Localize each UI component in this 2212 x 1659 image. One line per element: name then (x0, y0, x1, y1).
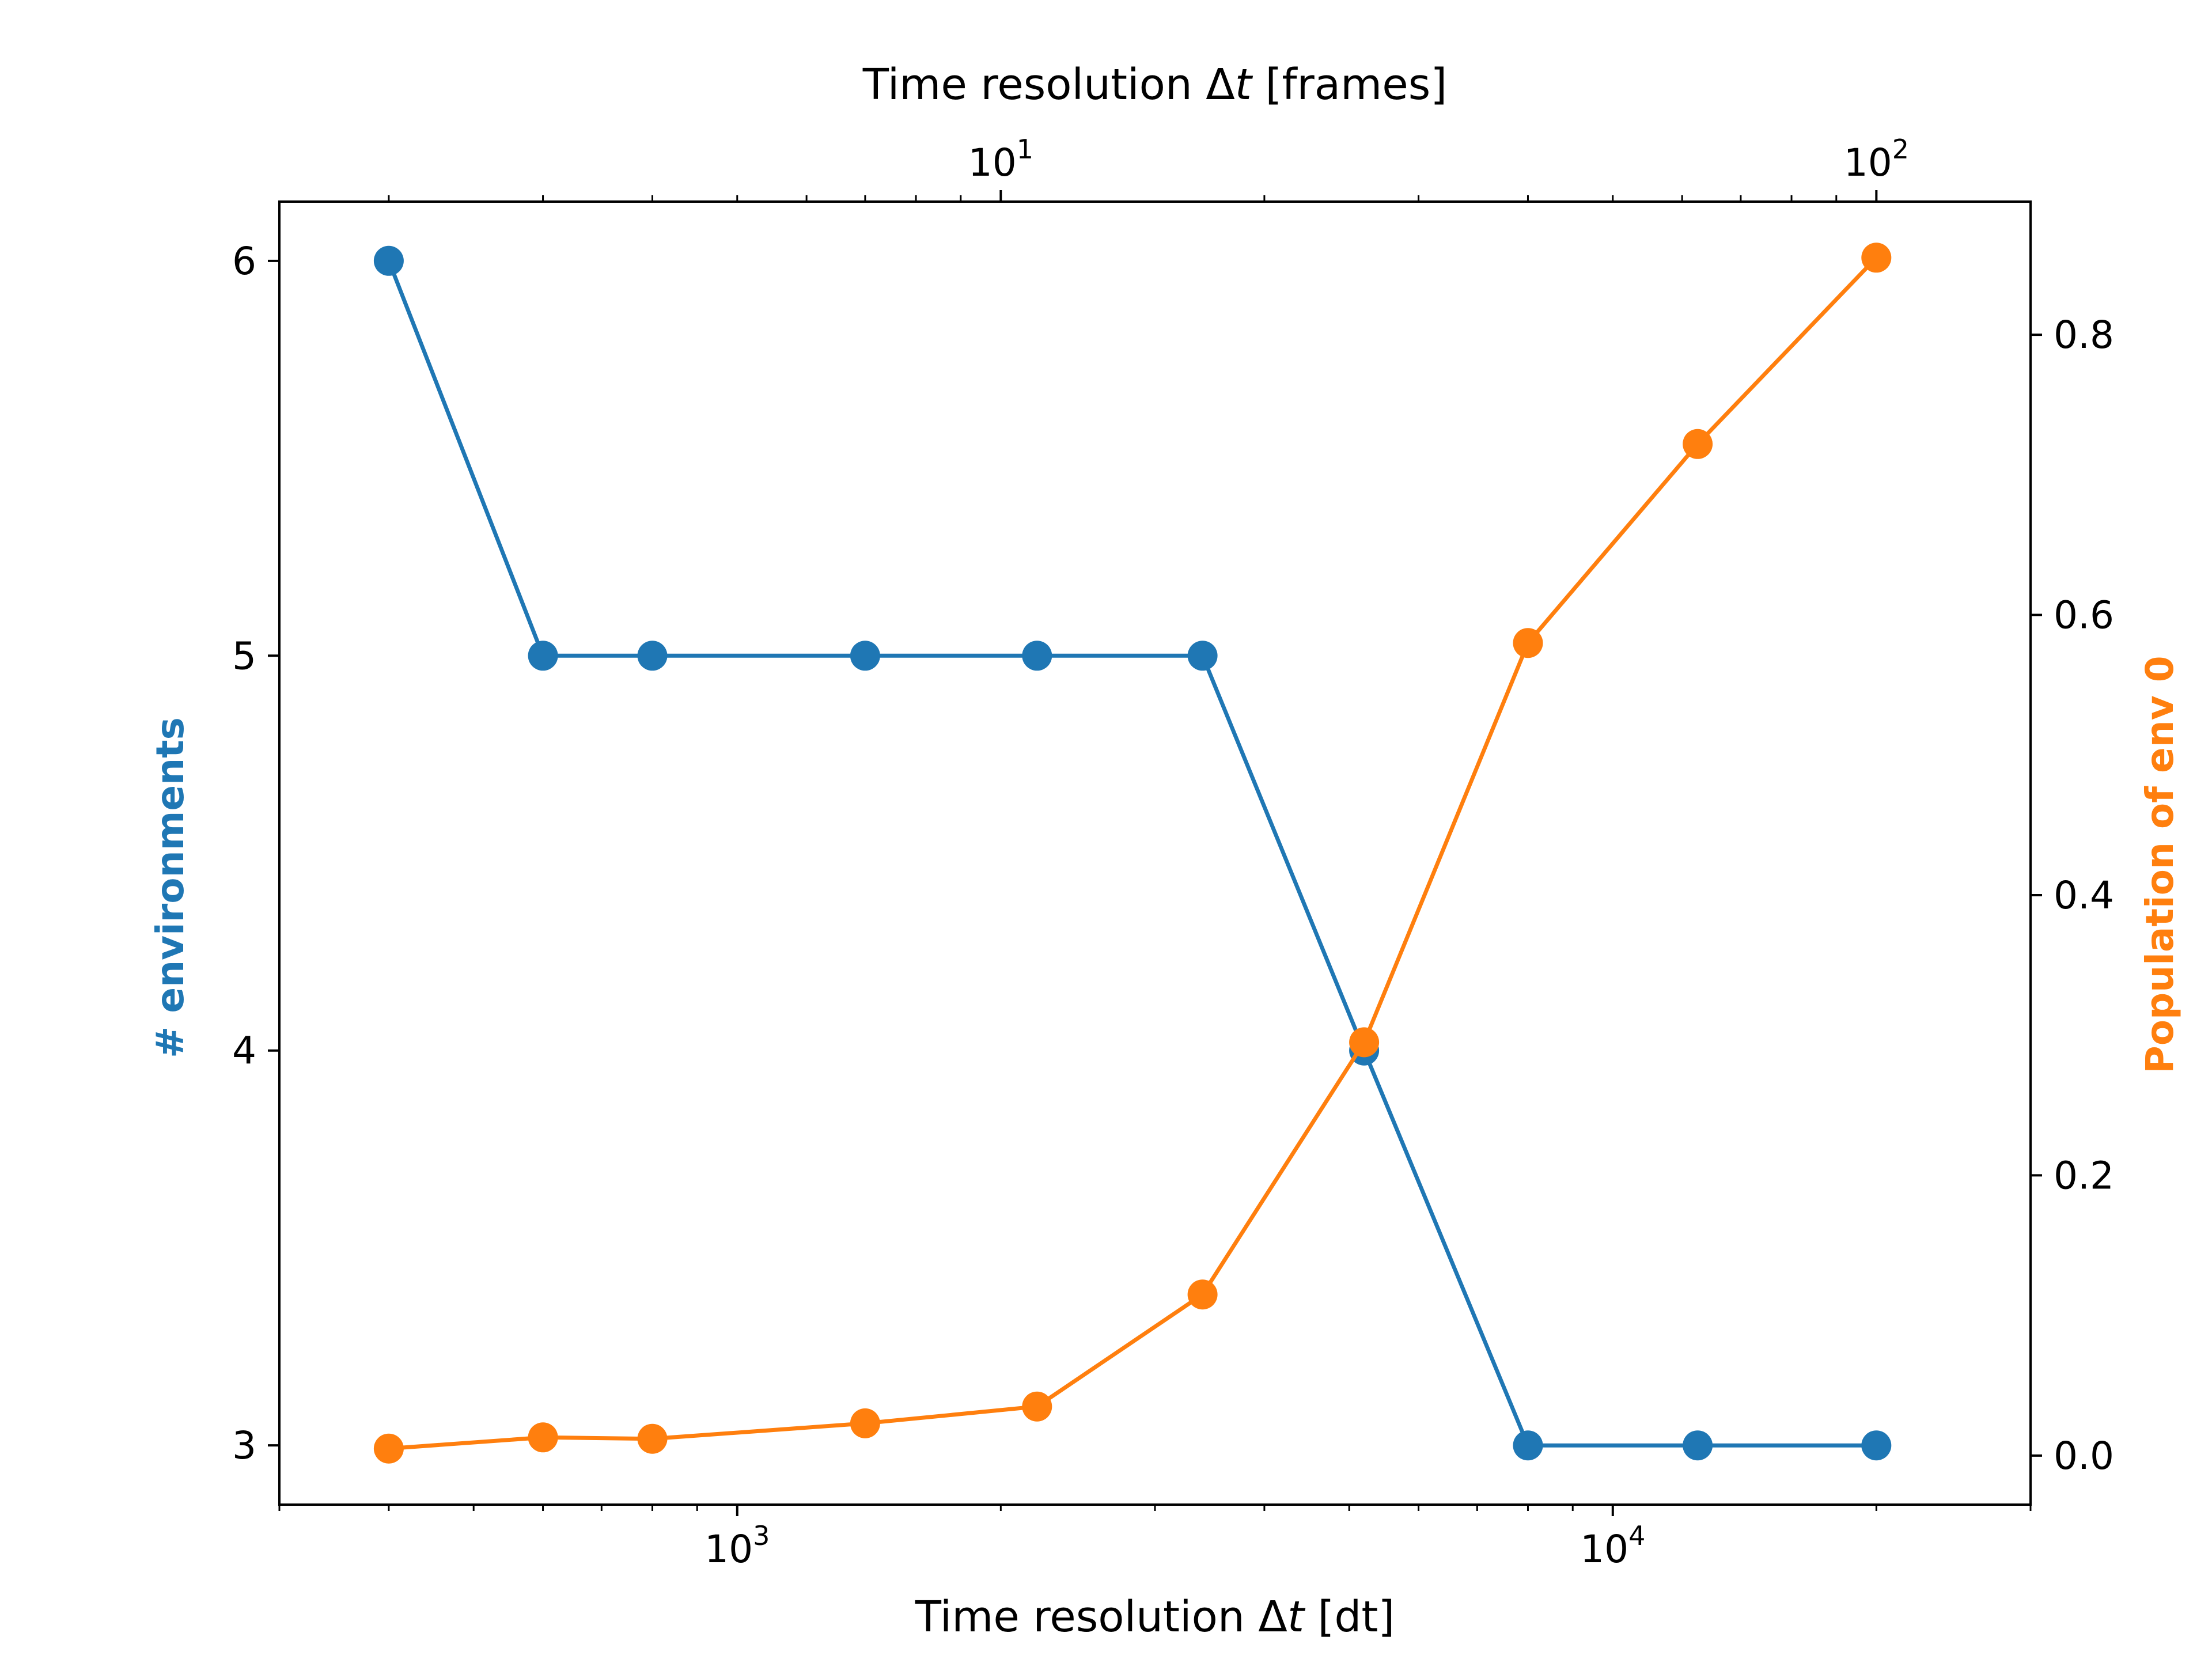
y-axis-label-left: # environments (148, 717, 192, 1058)
top-tick-label: 101 (968, 134, 1033, 185)
plot-frame (278, 200, 2032, 1506)
data-point-left (1187, 641, 1218, 671)
series-layer (373, 243, 1892, 1464)
data-point-left (373, 245, 404, 276)
series-line-right (388, 256, 1878, 1451)
series-line-left (387, 260, 1877, 1448)
left-y-tick-label: 5 (232, 634, 256, 678)
x-tick-label: 103 (704, 1520, 770, 1571)
data-point-left (528, 641, 558, 671)
left-y-tick-label: 3 (232, 1423, 256, 1468)
top-tick-label: 102 (1844, 134, 1909, 185)
data-point-right (1187, 1279, 1218, 1310)
data-point-right (1513, 628, 1543, 658)
data-point-right (850, 1408, 880, 1438)
data-point-right (637, 1423, 668, 1454)
left-y-tick-label: 6 (232, 239, 256, 283)
data-point-right (1861, 243, 1892, 273)
data-point-left (1861, 1430, 1892, 1461)
data-point-right (528, 1422, 558, 1453)
data-point-left (850, 641, 880, 671)
ticks-layer: 103 104 101 102 3 4 5 6 0.0 0.2 0.4 0.6 0.8 (232, 134, 2114, 1571)
x-axis-label-bottom: Time resolution Δt [dt] (915, 1592, 1395, 1642)
x-tick-label: 104 (1580, 1520, 1645, 1571)
x-axis-label-top: Time resolution Δt [frames] (862, 60, 1447, 109)
data-point-left (1022, 641, 1052, 671)
data-point-right (1349, 1027, 1380, 1058)
data-point-left (637, 641, 668, 671)
data-point-right (1683, 429, 1713, 459)
right-y-tick-label: 0.8 (2054, 313, 2114, 357)
data-point-right (1022, 1391, 1052, 1422)
right-y-tick-label: 0.6 (2054, 593, 2114, 638)
right-y-tick-label: 0.4 (2054, 873, 2114, 918)
right-y-tick-label: 0.2 (2054, 1153, 2114, 1198)
labels-layer: Time resolution Δt [dt] Time resolution … (148, 60, 2182, 1642)
data-point-left (1513, 1430, 1543, 1461)
y-axis-label-right: Population of env 0 (2138, 656, 2182, 1073)
data-point-right (373, 1433, 404, 1464)
left-y-tick-label: 4 (232, 1029, 256, 1073)
data-point-left (1683, 1430, 1713, 1461)
right-y-tick-label: 0.0 (2054, 1434, 2114, 1478)
